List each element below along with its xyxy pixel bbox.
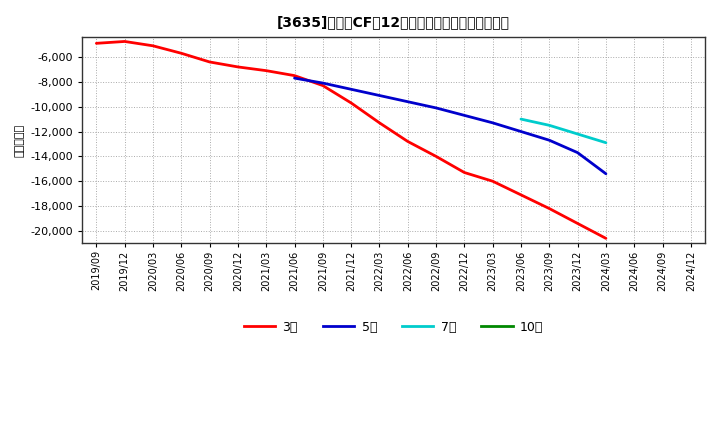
5年 xyxy=(545,138,554,143)
5年 xyxy=(432,105,441,110)
3年 xyxy=(573,221,582,226)
5年 xyxy=(460,113,469,118)
3年 xyxy=(92,40,101,46)
Line: 3年: 3年 xyxy=(96,41,606,238)
5年 xyxy=(347,87,356,92)
Line: 5年: 5年 xyxy=(294,78,606,174)
7年 xyxy=(517,117,526,122)
3年 xyxy=(432,154,441,159)
3年 xyxy=(233,64,242,70)
5年 xyxy=(602,171,611,176)
Legend: 3年, 5年, 7年, 10年: 3年, 5年, 7年, 10年 xyxy=(239,315,549,338)
5年 xyxy=(318,81,327,86)
3年 xyxy=(517,192,526,198)
5年 xyxy=(573,150,582,155)
7年 xyxy=(602,140,611,145)
3年 xyxy=(375,120,384,125)
Title: [3635]　投賄CFの12か月移動合計の平均値の推移: [3635] 投賄CFの12か月移動合計の平均値の推移 xyxy=(277,15,510,29)
3年 xyxy=(488,179,497,184)
5年 xyxy=(517,129,526,134)
Line: 7年: 7年 xyxy=(521,119,606,143)
3年 xyxy=(148,43,157,48)
5年 xyxy=(290,76,299,81)
7年 xyxy=(545,123,554,128)
5年 xyxy=(403,99,412,104)
3年 xyxy=(290,73,299,78)
3年 xyxy=(545,206,554,211)
3年 xyxy=(318,83,327,88)
Y-axis label: （百万円）: （百万円） xyxy=(15,124,25,157)
3年 xyxy=(177,51,186,56)
7年 xyxy=(573,132,582,137)
3年 xyxy=(347,100,356,106)
3年 xyxy=(262,68,271,73)
3年 xyxy=(403,139,412,144)
3年 xyxy=(460,170,469,175)
5年 xyxy=(375,93,384,98)
5年 xyxy=(488,120,497,125)
3年 xyxy=(205,59,214,65)
3年 xyxy=(120,39,129,44)
3年 xyxy=(602,236,611,241)
